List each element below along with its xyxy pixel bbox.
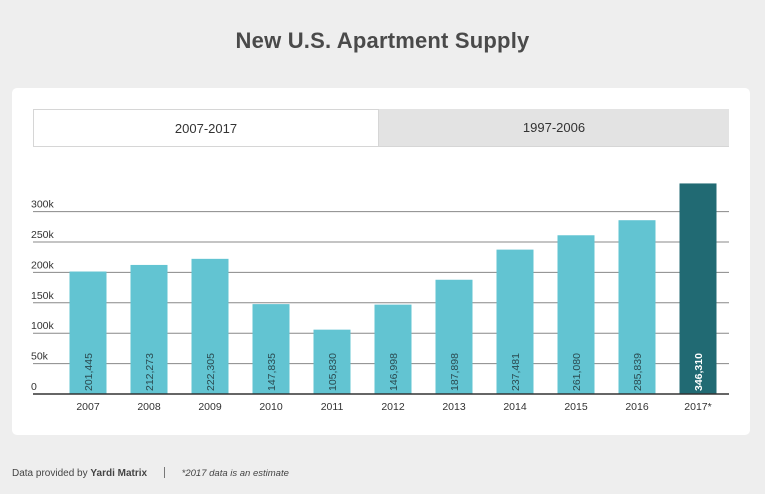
bar-value-label: 105,830 (327, 353, 339, 391)
bar-value-label: 237,481 (510, 353, 522, 391)
bar-value-label: 147,835 (266, 353, 278, 391)
bar (557, 235, 595, 394)
x-tick-label: 2013 (442, 401, 466, 413)
footer-brand: Yardi Matrix (90, 468, 148, 479)
footer-note: *2017 data is an estimate (181, 468, 289, 479)
x-tick-label: 2009 (198, 401, 222, 413)
bar (313, 329, 351, 394)
y-tick-label: 100k (31, 320, 55, 332)
footer-prefix: Data provided by (12, 468, 88, 479)
x-tick-label: 2007 (76, 401, 100, 413)
bar-value-label: 212,273 (144, 353, 156, 391)
bar (679, 183, 717, 394)
tab-2007-2017[interactable]: 2007-2017 (33, 109, 379, 146)
chart-title: New U.S. Apartment Supply (235, 28, 530, 53)
bar (130, 264, 168, 394)
tab-divider (33, 146, 729, 147)
footer-separator (163, 467, 165, 478)
bar (69, 271, 107, 394)
bar-chart: 0 50k 100k 150k 200k 250k 300k 201,445 2007 212,2… (31, 183, 729, 413)
bar-value-label: 201,445 (83, 353, 95, 391)
bar (435, 279, 473, 394)
footer: Data provided by Yardi Matrix *2017 data… (12, 467, 289, 479)
bar (618, 220, 656, 394)
bar (374, 304, 412, 394)
bar-value-label: 146,998 (388, 353, 400, 391)
bar-value-label: 187,898 (449, 353, 461, 391)
bar-value-label: 222,305 (205, 353, 217, 391)
bar-value-label: 261,080 (571, 353, 583, 391)
x-tick-label: 2010 (259, 401, 283, 413)
x-tick-label: 2011 (321, 401, 344, 413)
y-tick-label: 200k (31, 259, 55, 271)
y-tick-label: 250k (31, 229, 55, 241)
y-tick-label: 50k (31, 351, 49, 363)
x-tick-label: 2016 (625, 401, 649, 413)
chart-card: 2007-2017 1997-2006 0 50k 100k 150k 200k 250k… (12, 88, 750, 435)
bar (191, 258, 229, 394)
x-tick-label: 2014 (503, 401, 527, 413)
x-tick-label: 2017* (684, 401, 711, 413)
x-tick-label: 2012 (381, 401, 405, 413)
y-tick-label: 300k (31, 199, 55, 211)
x-tick-label: 2015 (564, 401, 588, 413)
y-tick-label: 150k (31, 290, 55, 302)
bar-value-label: 285,839 (632, 353, 644, 391)
x-tick-label: 2008 (137, 401, 161, 413)
y-tick-label: 0 (31, 381, 37, 393)
tab-1997-2006[interactable]: 1997-2006 (379, 109, 729, 146)
bar (252, 304, 290, 394)
bar-value-label: 346,310 (693, 353, 705, 391)
bar (496, 249, 534, 394)
